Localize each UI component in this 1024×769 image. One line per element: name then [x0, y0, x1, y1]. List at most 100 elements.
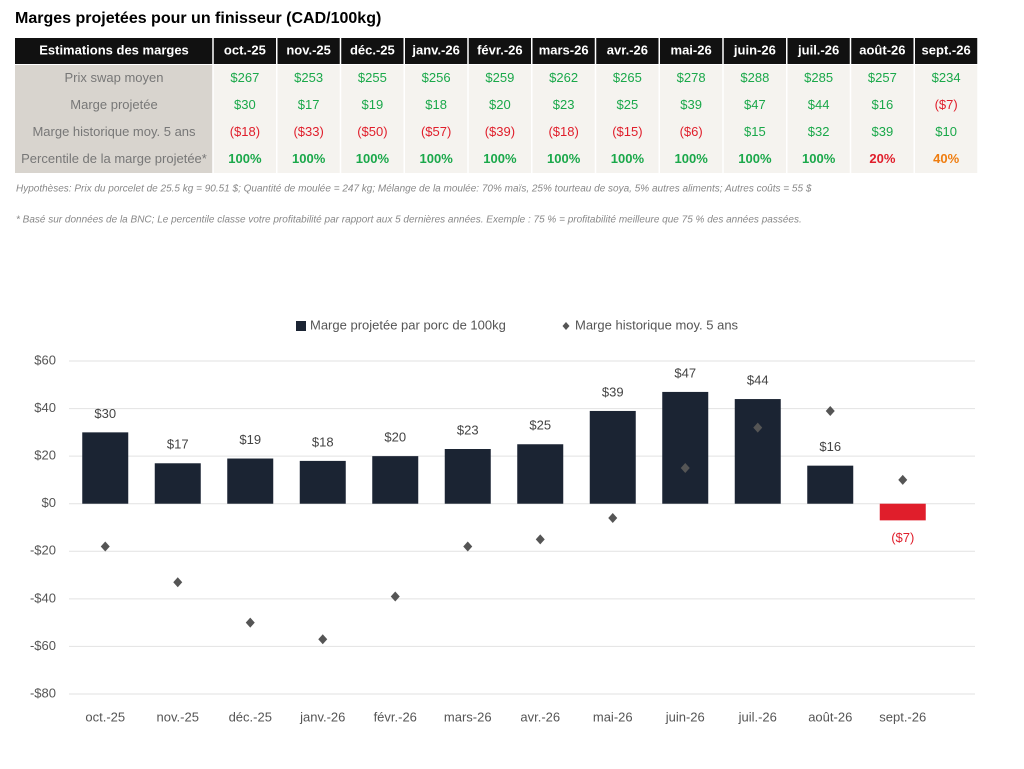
- table-cell: $288: [740, 70, 769, 85]
- table-cell: ($6): [680, 124, 703, 139]
- table-cell: 100%: [356, 151, 390, 166]
- table-cell: $39: [680, 97, 702, 112]
- table-cell: ($50): [357, 124, 387, 139]
- legend-swatch: [562, 322, 570, 330]
- x-tick-label: févr.-26: [374, 709, 417, 724]
- row-label: Marge projetée: [70, 97, 157, 112]
- y-tick-label: -$40: [30, 590, 56, 605]
- x-tick-label: mai-26: [593, 709, 633, 724]
- row-label: Prix swap moyen: [65, 70, 164, 85]
- column-header: sept.-26: [922, 42, 971, 57]
- bar: [227, 458, 274, 504]
- bar: [589, 410, 636, 504]
- table-cell: $265: [613, 70, 642, 85]
- x-tick-label: avr.-26: [520, 709, 560, 724]
- note: * Basé sur données de la BNC; Le percent…: [16, 215, 802, 226]
- column-header: janv.-26: [411, 42, 459, 57]
- table-cell: $285: [804, 70, 833, 85]
- row-label: Marge historique moy. 5 ans: [32, 124, 196, 139]
- x-tick-label: nov.-25: [157, 709, 199, 724]
- bar: [372, 456, 419, 504]
- table-cell: $20: [489, 97, 511, 112]
- legend-swatch: [296, 321, 306, 331]
- table-cell: ($57): [421, 124, 451, 139]
- column-header: avr.-26: [607, 42, 648, 57]
- data-label: $30: [94, 406, 116, 421]
- diamond-marker: [898, 474, 908, 485]
- table-cell: $32: [808, 124, 830, 139]
- table-cell: ($18): [230, 124, 260, 139]
- y-tick-label: -$60: [30, 638, 56, 653]
- data-label: $18: [312, 434, 334, 449]
- table-cell: 20%: [869, 151, 895, 166]
- column-header: juil.-26: [797, 42, 839, 57]
- data-label: $19: [239, 432, 261, 447]
- x-tick-label: juin-26: [665, 709, 705, 724]
- y-tick-label: -$80: [30, 685, 56, 700]
- data-label: $44: [747, 372, 769, 387]
- page-title: Marges projetées pour un finisseur (CAD/…: [15, 10, 381, 27]
- legend-label: Marge historique moy. 5 ans: [575, 317, 739, 332]
- table-cell: 100%: [611, 151, 645, 166]
- table-cell: ($7): [935, 97, 958, 112]
- diamond-marker: [318, 634, 328, 645]
- data-label: $39: [602, 384, 624, 399]
- diamond-marker: [608, 512, 618, 523]
- table-cell: $267: [230, 70, 259, 85]
- bar: [154, 463, 201, 504]
- legend-label: Marge projetée par porc de 100kg: [310, 317, 506, 332]
- table-cell: 100%: [738, 151, 772, 166]
- x-tick-label: juil.-26: [738, 709, 777, 724]
- table-cell: $17: [298, 97, 320, 112]
- bar: [807, 465, 854, 504]
- table-cell: $39: [872, 124, 894, 139]
- y-tick-label: $40: [34, 400, 56, 415]
- y-tick-label: $20: [34, 448, 56, 463]
- table-cell: $30: [234, 97, 256, 112]
- row-label: Percentile de la marge projetée*: [21, 151, 207, 166]
- table-cell: ($39): [485, 124, 515, 139]
- column-header: août-26: [859, 42, 905, 57]
- label-column-bg: [15, 65, 213, 173]
- column-header: mars-26: [539, 42, 589, 57]
- data-label: $23: [457, 422, 479, 437]
- note: Hypothèses: Prix du porcelet de 25.5 kg …: [16, 184, 812, 195]
- table-cell: $25: [617, 97, 639, 112]
- column-header: mai-26: [671, 42, 712, 57]
- table-cell: ($15): [612, 124, 642, 139]
- table-cell: ($33): [293, 124, 323, 139]
- table-cell: $259: [485, 70, 514, 85]
- bar: [82, 432, 129, 504]
- data-label: ($7): [891, 530, 914, 545]
- diamond-marker: [173, 577, 183, 588]
- table-cell: $234: [932, 70, 961, 85]
- y-tick-label: -$20: [30, 543, 56, 558]
- diamond-marker: [753, 422, 763, 433]
- bar: [734, 399, 781, 504]
- table-cell: $44: [808, 97, 830, 112]
- x-tick-label: mars-26: [444, 709, 492, 724]
- column-header: févr.-26: [477, 42, 523, 57]
- bar: [662, 391, 709, 504]
- diamond-marker: [245, 617, 255, 628]
- y-tick-label: $0: [42, 495, 56, 510]
- bar: [444, 449, 491, 504]
- diamond-marker: [390, 591, 400, 602]
- table-cell: 40%: [933, 151, 959, 166]
- table-cell: 100%: [228, 151, 262, 166]
- column-header: nov.-25: [286, 42, 331, 57]
- bar: [879, 503, 926, 521]
- table-cell: ($18): [548, 124, 578, 139]
- table-cell: $257: [868, 70, 897, 85]
- diamond-marker: [535, 534, 545, 545]
- table-cell: 100%: [420, 151, 454, 166]
- table-cell: $23: [553, 97, 575, 112]
- diamond-marker: [825, 405, 835, 416]
- table-cell: $278: [677, 70, 706, 85]
- x-tick-label: août-26: [808, 709, 852, 724]
- table-cell: $47: [744, 97, 766, 112]
- data-label: $20: [384, 430, 406, 445]
- data-label: $47: [674, 365, 696, 380]
- table-cell: 100%: [547, 151, 581, 166]
